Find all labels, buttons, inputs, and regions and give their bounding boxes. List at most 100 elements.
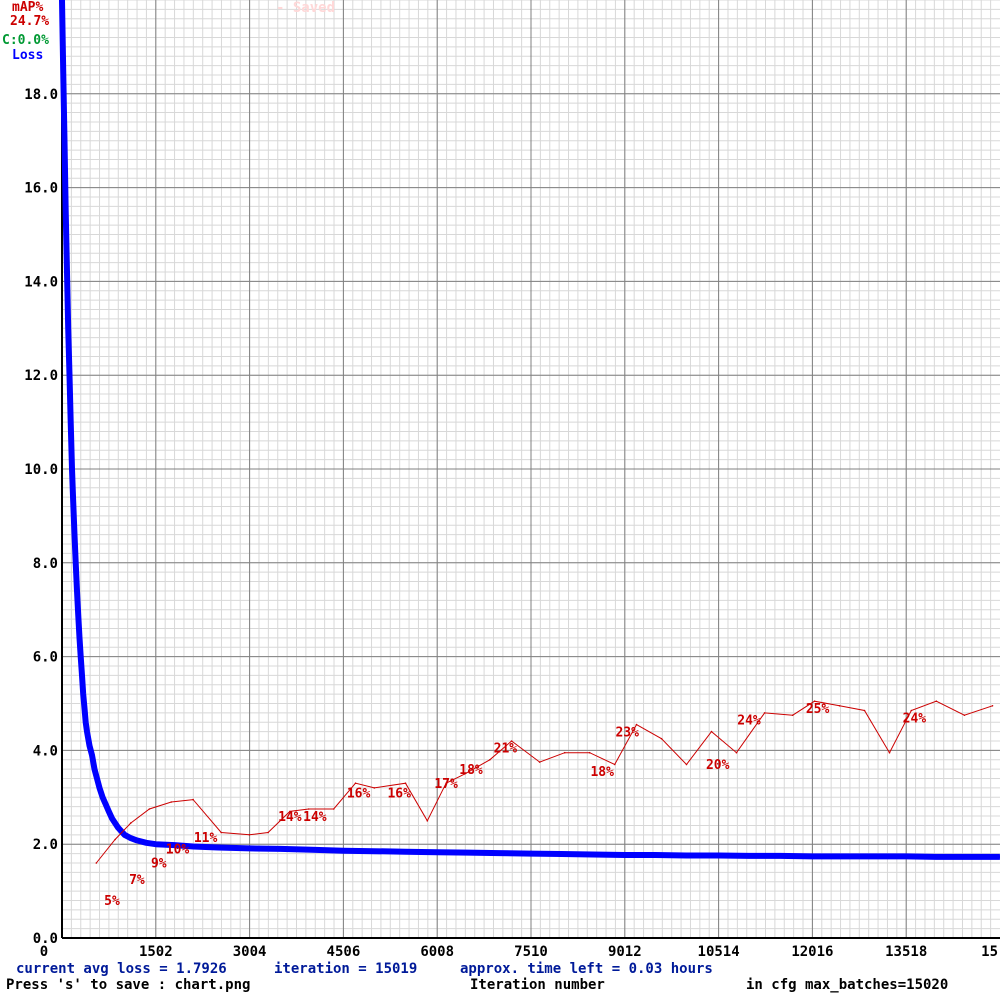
map-point	[963, 714, 966, 716]
loss-point	[144, 841, 148, 845]
legend-map-label: mAP%	[12, 0, 44, 15]
iteration-count: iteration = 15019	[274, 961, 418, 977]
loss-point	[80, 673, 84, 678]
map-data-label: 23%	[615, 725, 639, 740]
map-data-label: 10%	[166, 843, 190, 858]
map-data-label: 18%	[459, 763, 483, 778]
map-point	[588, 751, 591, 754]
map-point	[445, 782, 447, 784]
map-point	[354, 782, 357, 784]
y-tick-label: 10.0	[24, 462, 58, 478]
loss-point	[747, 854, 751, 858]
map-data-label: 11%	[194, 831, 218, 846]
loss-point	[71, 500, 75, 504]
time-left: approx. time left = 0.03 hours	[460, 961, 713, 977]
map-data-label: 17%	[434, 777, 458, 792]
loss-point	[85, 730, 89, 734]
y-tick-label: 18.0	[24, 87, 58, 103]
map-point	[373, 787, 376, 789]
map-point	[289, 810, 291, 813]
map-point	[685, 763, 688, 766]
x-tick-label: 9012	[608, 944, 642, 960]
loss-point	[623, 853, 627, 857]
loss-point	[90, 753, 94, 757]
map-point	[114, 838, 116, 841]
y-tick-label: 2.0	[33, 837, 58, 853]
loss-point	[82, 706, 87, 710]
map-point	[489, 759, 491, 761]
loss-point	[216, 845, 220, 850]
y-tick-label: 8.0	[33, 556, 58, 572]
x-tick-label: 1502	[139, 944, 173, 960]
grid-lines	[62, 0, 1000, 938]
map-point	[991, 705, 994, 707]
legend-c-label: C:0.0%	[2, 33, 49, 48]
y-tick-label: 4.0	[33, 743, 58, 759]
loss-point	[435, 850, 439, 854]
map-point	[267, 831, 269, 834]
map-point	[888, 751, 891, 754]
loss-point	[81, 692, 85, 696]
map-point	[510, 740, 513, 742]
map-data-label: 9%	[151, 857, 167, 872]
loss-series	[59, 0, 1000, 860]
loss-point	[191, 844, 195, 849]
loss-point	[403, 850, 408, 854]
loss-point	[717, 853, 721, 858]
saved-watermark: - Saved	[276, 0, 336, 16]
map-data-label: 14%	[303, 810, 327, 825]
loss-point	[778, 854, 782, 858]
map-point	[538, 761, 541, 763]
map-data-label: 25%	[806, 702, 830, 717]
loss-point	[934, 855, 938, 859]
map-point	[763, 712, 766, 714]
map-data-label: 5%	[104, 894, 120, 909]
loss-point	[116, 826, 120, 830]
x-tick-label: 13518	[885, 944, 927, 960]
map-point	[635, 723, 638, 726]
save-hint: Press 's' to save : chart.png	[6, 977, 251, 993]
loss-point	[95, 776, 99, 781]
map-point	[220, 831, 222, 834]
loss-point	[135, 838, 139, 843]
map-point	[735, 751, 738, 754]
map-point	[660, 737, 663, 740]
legend-loss-label: Loss	[12, 48, 44, 63]
map-labels: 5%7%9%10%11%14% 14%16% 16%17%18%21%18%23%2…	[104, 702, 926, 909]
x-tick-label: 12016	[791, 944, 833, 960]
map-point	[426, 820, 429, 822]
loss-point	[653, 853, 657, 857]
loss-point	[101, 795, 105, 799]
loss-point	[466, 851, 470, 855]
loss-point	[154, 842, 158, 846]
map-point	[404, 782, 407, 784]
map-point	[148, 808, 151, 810]
loss-point	[248, 846, 252, 851]
map-point	[307, 808, 310, 810]
map-series	[95, 700, 994, 864]
x-tick-label: 10514	[698, 944, 740, 960]
loss-point	[75, 589, 79, 593]
loss-point	[60, 0, 64, 2]
max-batches: in cfg max_batches=15020	[746, 977, 949, 993]
x-tick-label: 0	[40, 944, 48, 960]
loss-point	[172, 843, 176, 847]
loss-point	[97, 786, 102, 790]
loss-point	[965, 855, 970, 859]
map-point	[95, 862, 98, 864]
loss-point	[497, 851, 501, 855]
loss-point	[79, 655, 83, 659]
current-avg-loss: current avg loss = 1.7926	[16, 961, 227, 977]
map-point	[170, 801, 173, 803]
map-point	[613, 763, 616, 766]
y-tick-label: 0.0	[33, 931, 58, 947]
map-data-label: 14%	[278, 810, 302, 825]
loss-point	[310, 848, 314, 852]
loss-point	[107, 809, 111, 814]
loss-point	[591, 852, 595, 857]
y-tick-label: 14.0	[24, 274, 58, 290]
loss-point	[62, 139, 67, 143]
map-point	[935, 700, 938, 702]
x-tick-label: 15	[981, 944, 998, 960]
